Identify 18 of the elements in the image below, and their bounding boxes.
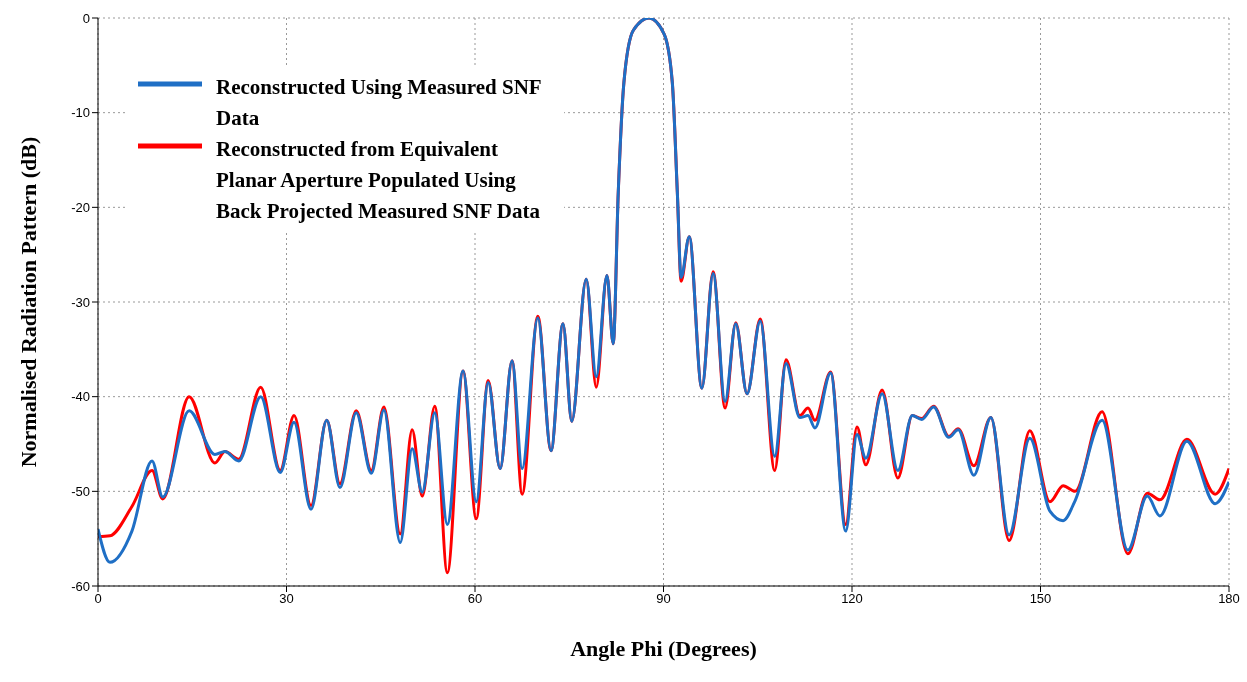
legend-label: Reconstructed Using Measured SNF Data bbox=[216, 74, 542, 132]
y-tick-label: -40 bbox=[71, 389, 90, 405]
x-tick-label: 0 bbox=[94, 591, 102, 607]
y-tick-label: -10 bbox=[71, 105, 90, 121]
y-tick-label: -50 bbox=[71, 483, 90, 499]
legend-label: Reconstructed from Equivalent Planar Aperture Populated Using Back Projected Measured SNF Data bbox=[216, 136, 541, 225]
x-tick-label: 30 bbox=[279, 591, 294, 607]
x-tick-label: 120 bbox=[841, 591, 863, 607]
y-tick-label: -60 bbox=[71, 578, 90, 594]
y-tick-label: 0 bbox=[82, 10, 90, 26]
x-tick-label: 150 bbox=[1029, 591, 1052, 607]
x-tick-label: 90 bbox=[656, 591, 671, 607]
y-tick-label: -20 bbox=[71, 199, 90, 215]
x-tick-label: 180 bbox=[1218, 591, 1240, 607]
y-tick-label: -30 bbox=[71, 294, 90, 310]
x-tick-label: 60 bbox=[467, 591, 483, 607]
y-axis-title: Normalised Radiation Pattern (dB) bbox=[15, 136, 41, 468]
x-axis-title: Angle Phi (Degrees) bbox=[570, 636, 757, 661]
